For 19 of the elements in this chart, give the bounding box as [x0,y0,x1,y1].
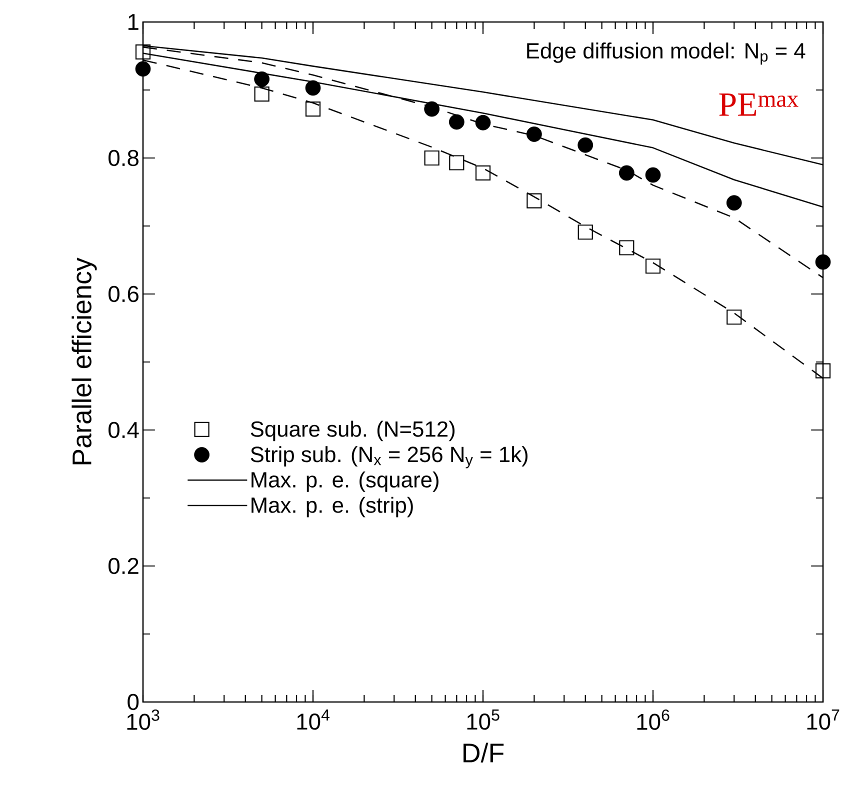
y-axis-title: Parallel efficiency [72,258,97,464]
y-tick-label: 1 [128,14,138,30]
x-tick-label: 10$^{4}$ [297,710,330,730]
y-tick-label: 0 [128,694,139,710]
y-tick-label: 0.2 [108,558,138,574]
x-tick-label: 10$^{5}$ [467,710,500,730]
y-tick-label: 0.8 [108,150,138,166]
x-tick-label: 10$^{3}$ [127,710,160,730]
y-tick-label: 0.4 [108,422,139,438]
x-axis-title: D/F [464,742,504,763]
legend-label: Strip sub. (N$_{x}$ = 256 N$_{y}$ = 1k) [250,446,528,468]
y-tick-label: 0.6 [108,286,138,302]
legend-label: Square sub. (N=512) [250,420,455,442]
annotation: PE$^{max}$ [719,94,798,116]
x-tick-label: 10$^{6}$ [637,710,670,730]
legend-label: Max. p. e. (strip) [252,496,413,518]
x-tick-label: 10$^{7}$ [807,710,840,730]
annotation: Edge diffusion model: N$_{p}$ = 4 [527,42,806,65]
legend-label: Max. p. e. (square) [252,471,438,492]
